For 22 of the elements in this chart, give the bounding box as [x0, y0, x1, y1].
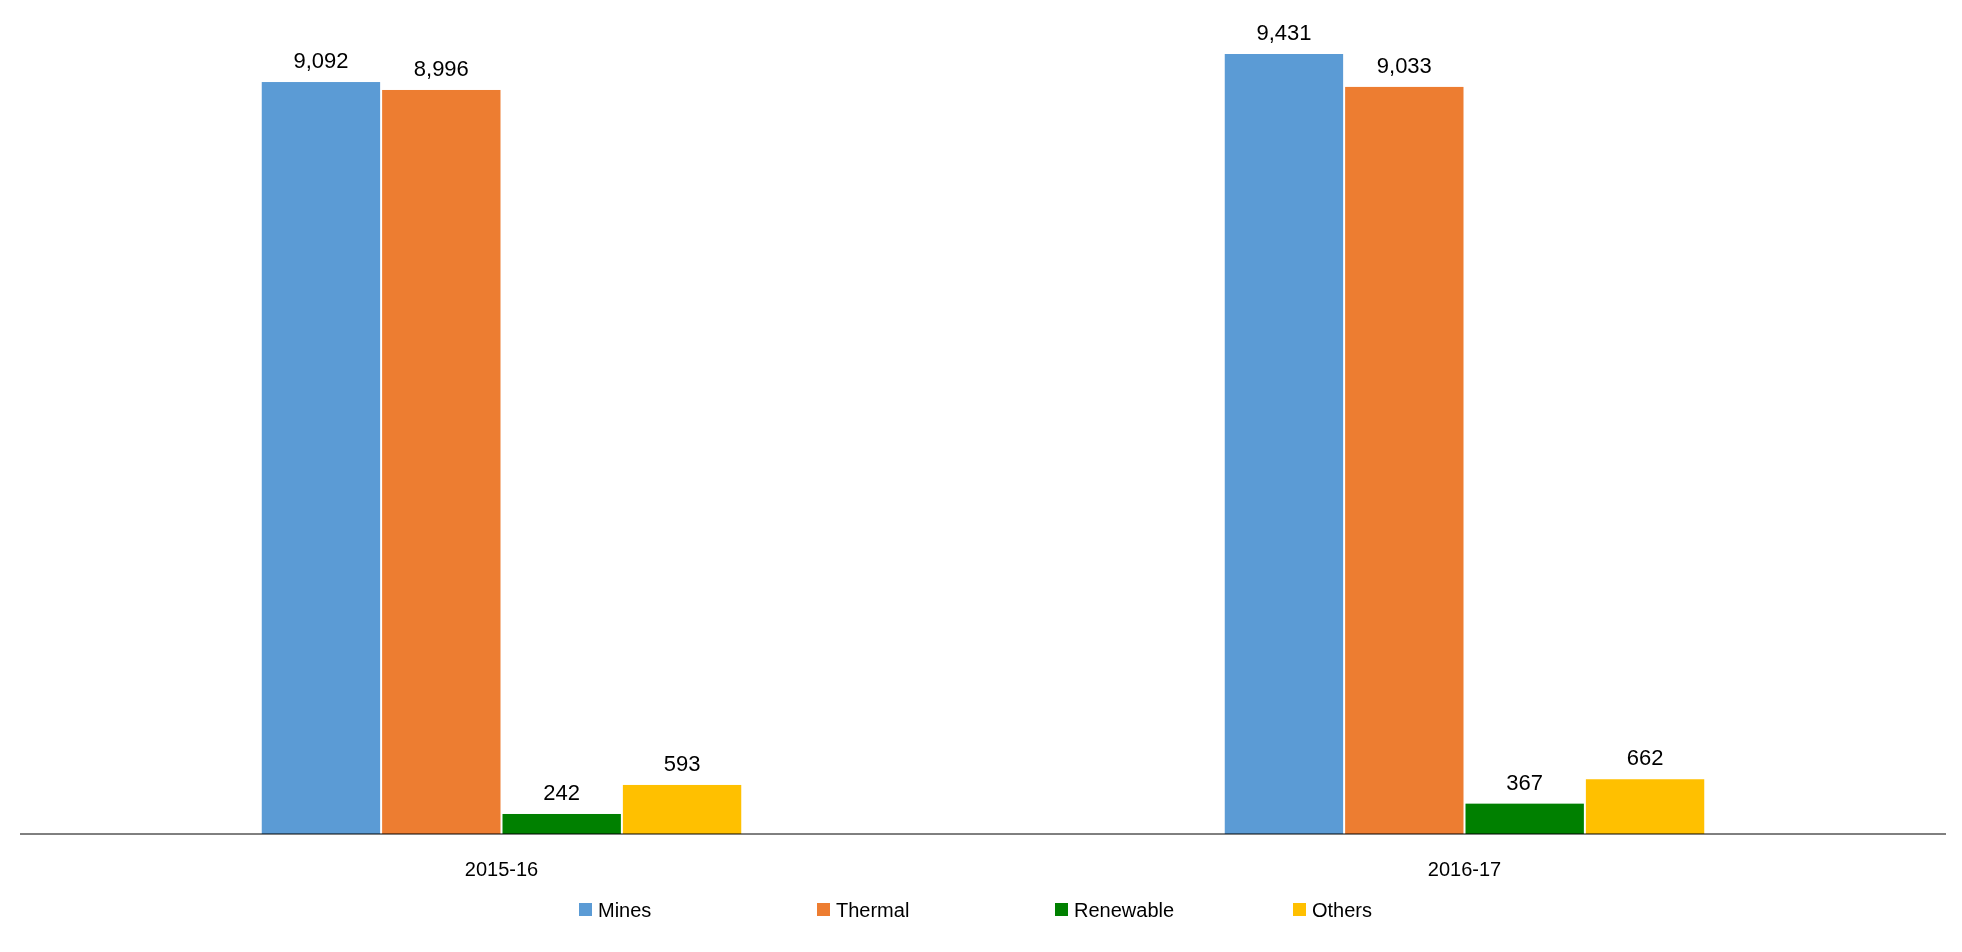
- data-label: 9,431: [1256, 20, 1312, 45]
- legend-label: Thermal: [836, 899, 910, 921]
- data-label: 367: [1506, 769, 1544, 795]
- x-tick-label: 2016-17: [1427, 858, 1502, 880]
- legend-label: Mines: [598, 899, 652, 921]
- legend-label: Renewable: [1074, 899, 1175, 921]
- bar: [1465, 803, 1584, 834]
- data-label: 9,092: [293, 48, 349, 74]
- bar: [502, 813, 621, 834]
- bar: [261, 82, 381, 834]
- bar: [1224, 54, 1344, 834]
- data-label: 593: [663, 750, 701, 776]
- data-label: 8,996: [413, 55, 469, 81]
- data-label: 9,033: [1376, 52, 1432, 78]
- bar: [1345, 86, 1464, 834]
- bar: [382, 89, 501, 834]
- data-label: 242: [543, 779, 581, 805]
- x-tick-label: 2015-16: [464, 858, 539, 880]
- bar: [1585, 779, 1705, 834]
- data-label: 662: [1626, 745, 1664, 771]
- bar: [622, 784, 742, 834]
- legend-label: Others: [1312, 899, 1373, 921]
